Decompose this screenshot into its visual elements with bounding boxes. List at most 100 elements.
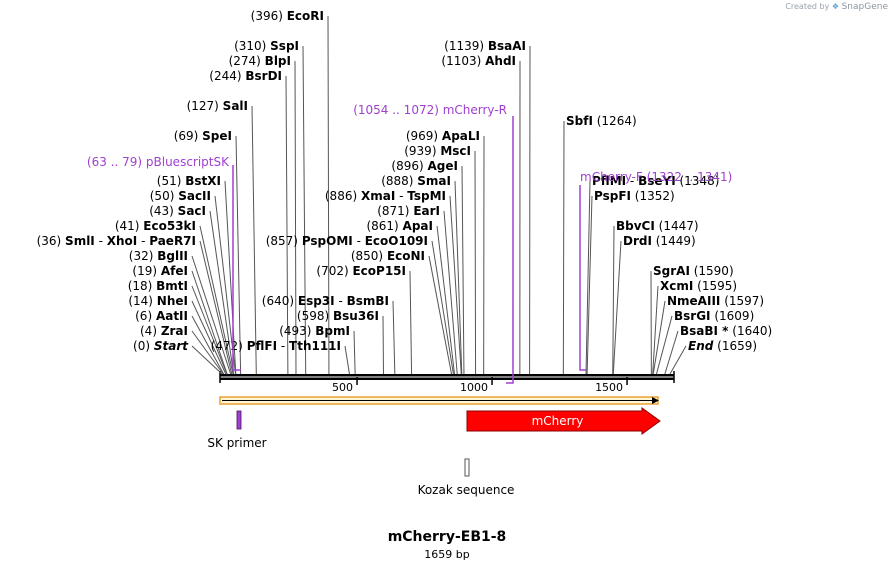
enzyme-name: MscI	[440, 144, 471, 158]
enzyme-separator: -	[95, 234, 107, 248]
restriction-site-label: DrdI (1449)	[623, 234, 696, 248]
enzyme-name: Tth111I	[289, 339, 341, 353]
enzyme-name: NmeAIII	[667, 294, 720, 308]
enzyme-separator: -	[137, 234, 149, 248]
site-position: (4)	[140, 324, 161, 338]
enzyme-name: BpmI	[315, 324, 350, 338]
enzyme-name: BsmBI	[347, 294, 389, 308]
site-connector	[209, 210, 235, 375]
site-position: (18)	[128, 279, 156, 293]
kozak-box	[464, 458, 470, 477]
primer-label-mcherry-f: mCherry-F (1322 .. 1341)	[580, 170, 732, 184]
site-connector	[449, 195, 462, 375]
site-position: (1659)	[713, 339, 757, 353]
restriction-site-label: (1103) AhdI	[441, 54, 516, 68]
site-connector	[302, 45, 307, 375]
enzyme-name: NheI	[157, 294, 188, 308]
restriction-site-label: End (1659)	[688, 339, 757, 353]
enzyme-name: SpeI	[202, 129, 232, 143]
restriction-site-label: SgrAI (1590)	[653, 264, 734, 278]
restriction-site-label: (19) AfeI	[132, 264, 188, 278]
restriction-site-label: BsaBI * (1640)	[680, 324, 772, 338]
enzyme-name: EcoRI	[287, 9, 324, 23]
enzyme-name: BlpI	[265, 54, 291, 68]
enzyme-name: BsaAI	[488, 39, 526, 53]
restriction-site-label: (861) ApaI	[366, 219, 433, 233]
site-position: (861)	[366, 219, 402, 233]
primer-connector	[232, 165, 241, 371]
credit-brand: SnapGene	[841, 2, 888, 12]
site-connector	[235, 135, 242, 375]
plasmid-length: 1659 bp	[424, 548, 470, 561]
restriction-site-label: (493) BpmI	[279, 324, 350, 338]
site-connector	[199, 240, 233, 375]
restriction-site-label: (0) Start	[133, 339, 189, 353]
site-connector	[191, 270, 228, 375]
primer-connector	[506, 116, 514, 384]
site-connector	[652, 300, 666, 375]
site-connector	[409, 270, 413, 375]
site-connector	[392, 300, 396, 375]
enzyme-name: SalI	[223, 99, 248, 113]
mcherry-feature-label: mCherry	[532, 414, 584, 428]
site-position: (1590)	[690, 264, 734, 278]
site-position: (1609)	[711, 309, 755, 323]
site-connector	[562, 120, 565, 375]
site-position: (41)	[115, 219, 143, 233]
site-position: (871)	[377, 204, 413, 218]
enzyme-name: EcoP15I	[352, 264, 406, 278]
site-connector	[285, 75, 289, 375]
restriction-site-label: SbfI (1264)	[566, 114, 637, 128]
site-connector	[191, 255, 232, 375]
restriction-site-label: (888) SmaI	[381, 174, 451, 188]
site-position: (1640)	[728, 324, 772, 338]
enzyme-name: Eco53kI	[143, 219, 196, 233]
site-connector	[454, 180, 463, 375]
enzyme-name: SgrAI	[653, 264, 690, 278]
site-position: (14)	[128, 294, 156, 308]
site-connector	[461, 165, 465, 375]
snapgene-credit: Created by ❖ SnapGene	[785, 2, 888, 12]
enzyme-name: SacI	[178, 204, 206, 218]
restriction-site-label: (640) Esp3I - BsmBI	[262, 294, 389, 308]
site-connector	[191, 285, 228, 375]
enzyme-name: BsrDI	[245, 69, 282, 83]
site-position: (6)	[135, 309, 156, 323]
sk-primer-label: SK primer	[207, 436, 266, 450]
enzyme-separator: -	[626, 174, 638, 188]
site-connector	[224, 180, 237, 375]
site-connector	[652, 285, 659, 375]
site-position: (1447)	[655, 219, 699, 233]
enzyme-name: EarI	[413, 204, 440, 218]
enzyme-name: BmtI	[156, 279, 188, 293]
site-position: (36)	[37, 234, 65, 248]
site-position: (1595)	[693, 279, 737, 293]
site-position: (50)	[150, 189, 178, 203]
restriction-site-label: (6) AatII	[135, 309, 188, 323]
site-position: (493)	[279, 324, 315, 338]
snapgene-logo-icon: ❖	[831, 2, 840, 11]
restriction-site-label: (43) SacI	[149, 204, 206, 218]
site-position: (472)	[211, 339, 247, 353]
site-connector	[586, 195, 593, 375]
enzyme-name: SspI	[270, 39, 299, 53]
site-connector	[669, 345, 687, 375]
restriction-site-label: (244) BsrDI	[209, 69, 282, 83]
restriction-site-label: (274) BlpI	[229, 54, 291, 68]
enzyme-name: ZraI	[161, 324, 188, 338]
site-position: (244)	[209, 69, 245, 83]
site-connector	[436, 225, 456, 375]
enzyme-name: PflMI	[592, 174, 626, 188]
mcherry-feature-arrow	[466, 407, 661, 435]
site-position: (886)	[325, 189, 361, 203]
enzyme-name: EcoNI	[387, 249, 425, 263]
overview-bar-arrowhead	[652, 397, 659, 404]
site-position: (1597)	[720, 294, 764, 308]
kozak-label: Kozak sequence	[418, 483, 515, 497]
restriction-site-label: NmeAIII (1597)	[667, 294, 764, 308]
site-connector	[191, 315, 225, 375]
site-position: (939)	[404, 144, 440, 158]
primer-connector	[579, 185, 586, 371]
restriction-site-label: (36) SmlI - XhoI - PaeR7I	[37, 234, 196, 248]
site-position: (1352)	[631, 189, 675, 203]
